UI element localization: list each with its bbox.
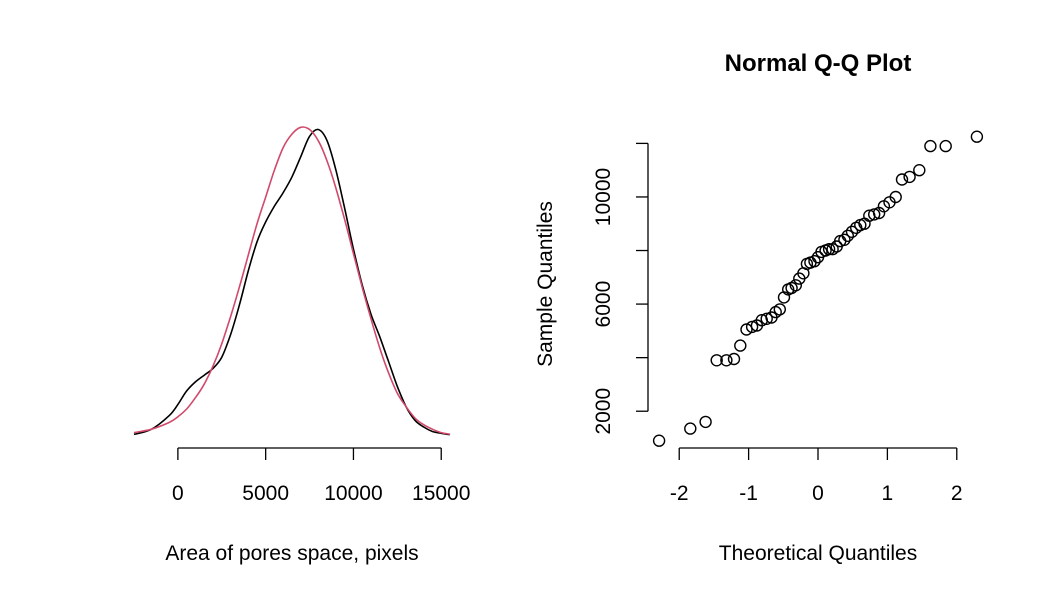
density-series-line-0: [133, 128, 451, 436]
qq-point: [710, 354, 723, 367]
qq-point: [889, 190, 902, 204]
qq-panel: Normal Q-Q Plot -2 -1 0 1 2 2000 6000 10000 Th…: [534, 50, 984, 565]
qq-point: [845, 225, 859, 239]
qq-y-axis-label: Sample Quantiles: [534, 201, 557, 367]
qq-point: [684, 422, 697, 435]
qq-point: [652, 434, 666, 447]
qq-point: [699, 415, 712, 429]
qq-y-tick-label: 10000: [592, 168, 615, 226]
qq-x-tick-label: 1: [882, 482, 894, 505]
density-x-axis-label: Area of pores space, pixels: [165, 542, 418, 565]
density-x-tick-label: 10000: [324, 482, 382, 505]
qq-point: [903, 170, 916, 184]
density-x-tick-label: 15000: [412, 482, 470, 505]
qq-point: [838, 233, 851, 247]
qq-point: [841, 229, 854, 243]
qq-plot-title: Normal Q-Q Plot: [725, 50, 912, 77]
qq-point: [895, 173, 909, 186]
qq-point: [773, 303, 786, 316]
qq-point: [760, 312, 773, 325]
qq-point: [822, 242, 836, 256]
qq-point: [924, 139, 937, 153]
qq-x-tick-label: 2: [951, 482, 963, 505]
qq-point: [913, 163, 926, 177]
qq-x-axis-label: Theoretical Quantiles: [719, 542, 917, 565]
qq-point: [808, 255, 821, 268]
qq-point: [939, 139, 952, 153]
qq-x-tick-label: 0: [812, 482, 824, 505]
qq-point: [745, 320, 759, 334]
qq-y-tick-label: 2000: [592, 388, 615, 435]
qq-point: [868, 208, 881, 221]
density-series-line-1: [133, 126, 451, 435]
qq-point: [740, 323, 753, 336]
density-panel: 0 5000 10000 15000 Area of pores space, pix…: [133, 126, 470, 565]
qq-point: [970, 130, 984, 143]
qq-point: [720, 354, 733, 367]
qq-x-tick-label: -2: [670, 482, 689, 505]
qq-point: [789, 279, 802, 292]
qq-y-tick-label: 6000: [592, 281, 615, 328]
density-x-tick-label: 0: [172, 482, 184, 505]
qq-x-tick-label: -1: [739, 482, 758, 505]
density-x-tick-label: 5000: [242, 482, 289, 505]
qq-point: [727, 352, 741, 366]
qq-point: [734, 339, 747, 352]
